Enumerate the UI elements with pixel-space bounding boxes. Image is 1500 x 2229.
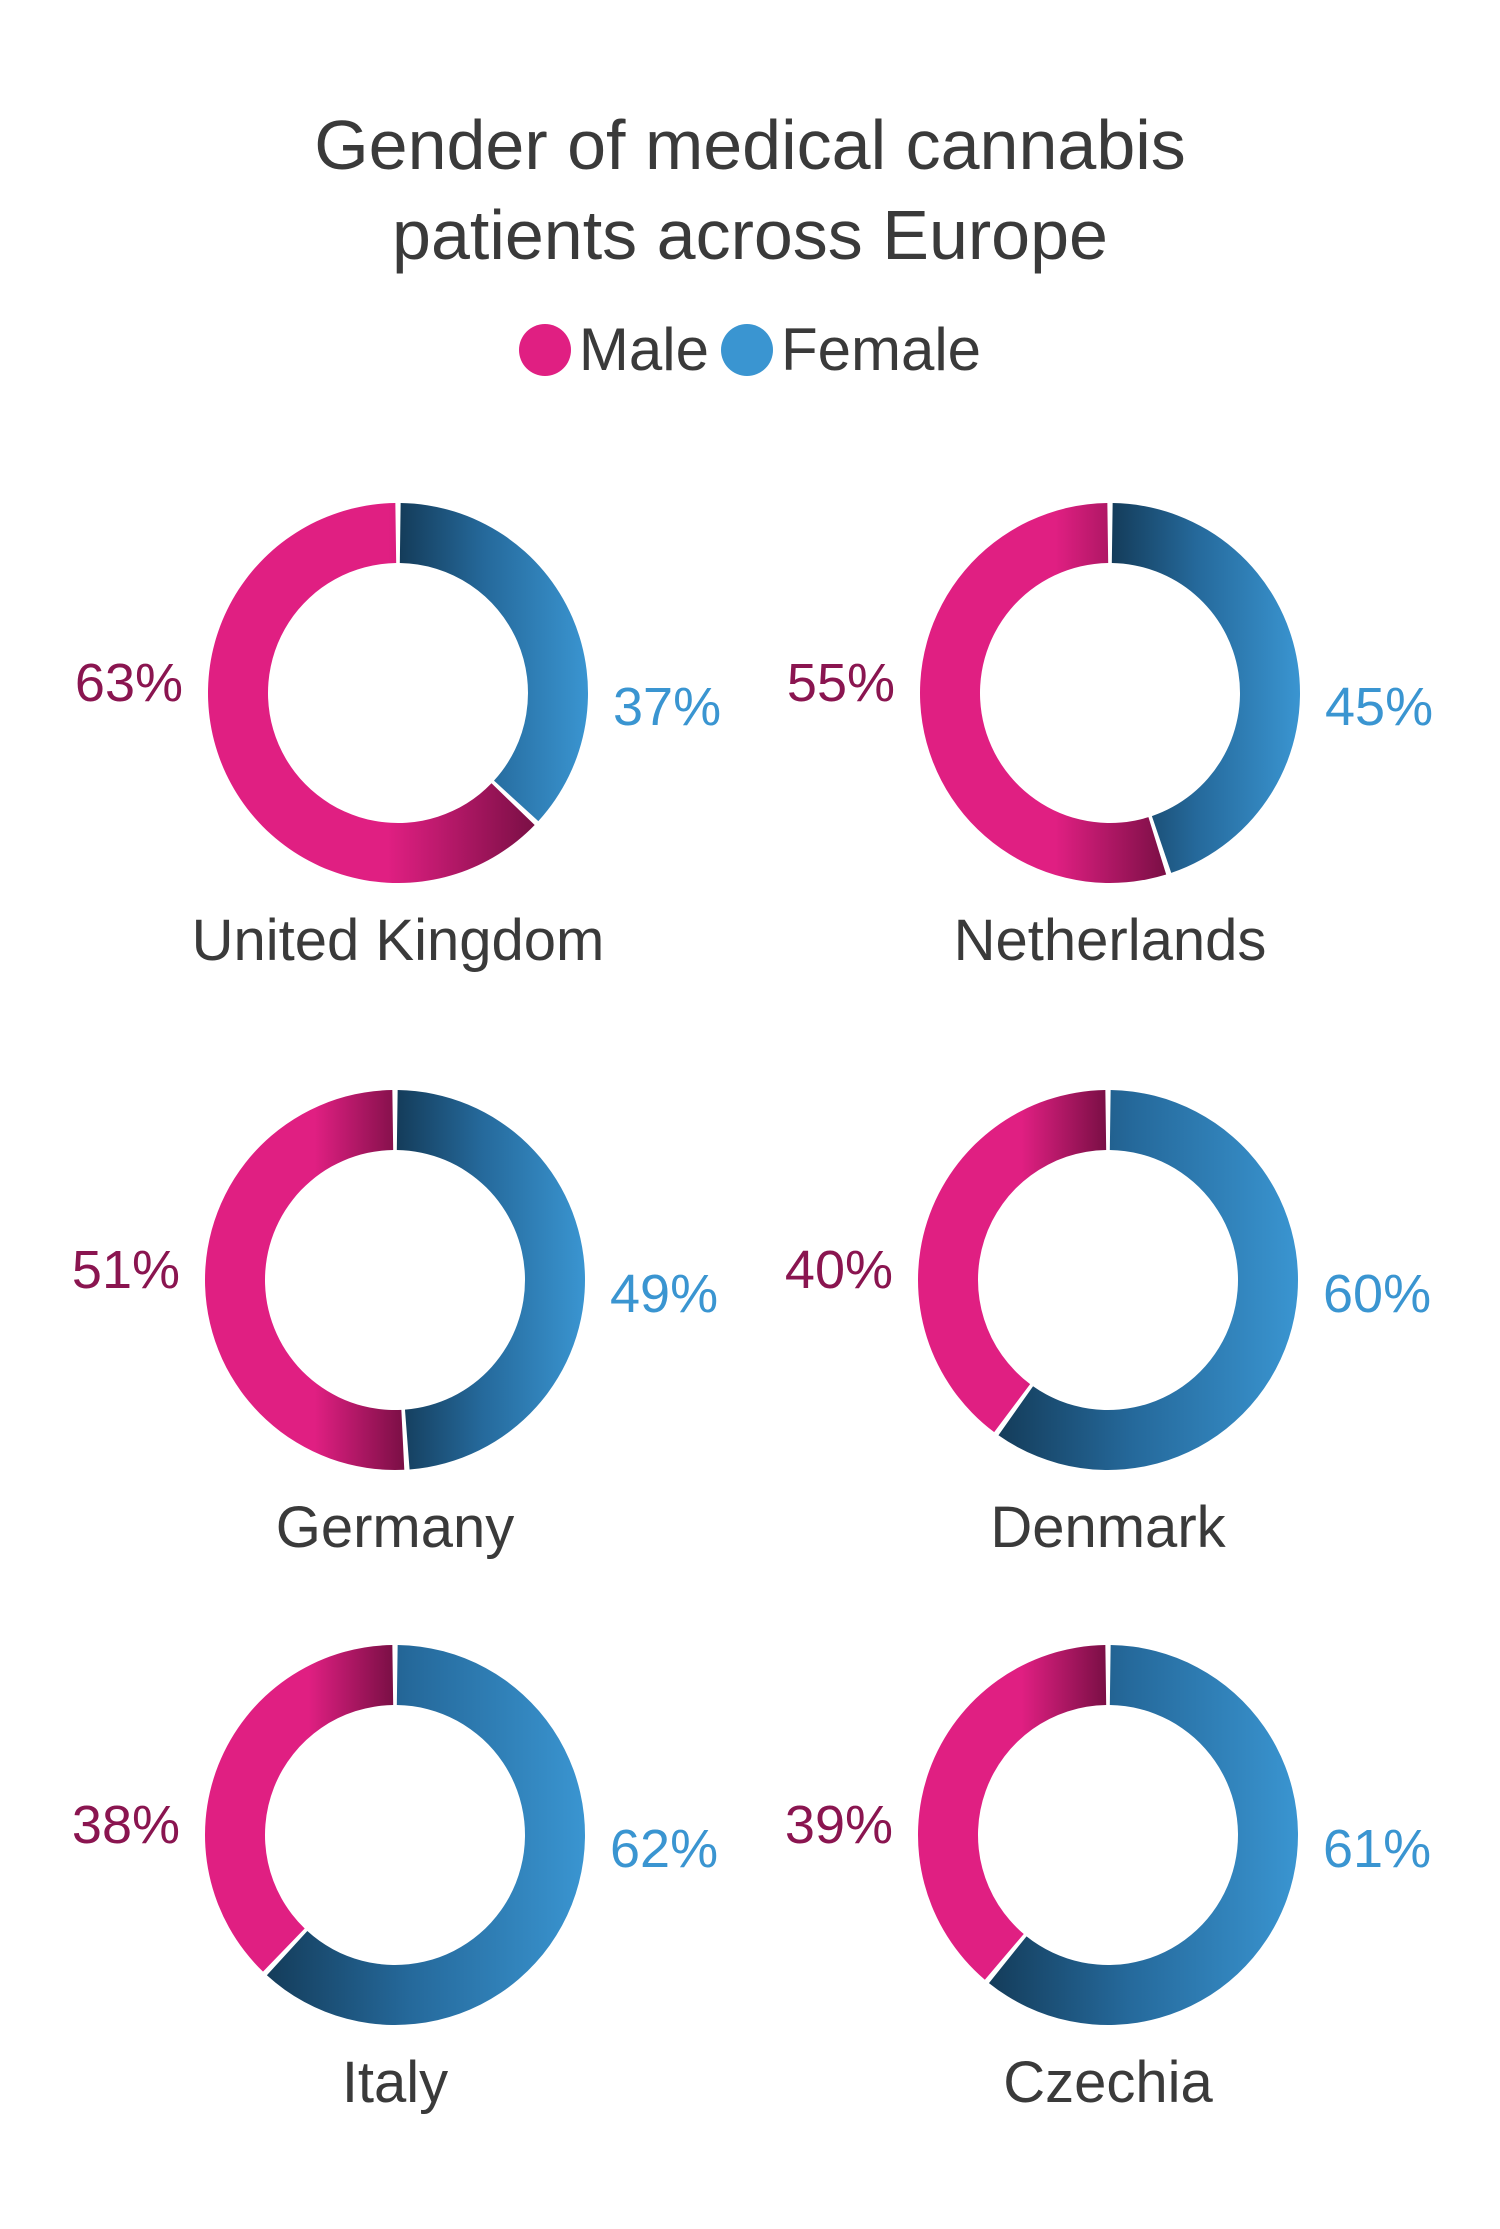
slice-male-czechia — [917, 1645, 1107, 1980]
legend-label-female: Female — [780, 316, 982, 383]
country-label-united-kingdom: United Kingdom — [192, 908, 605, 973]
value-label-female-denmark: 60% — [1323, 1264, 1431, 1324]
value-label-female-italy: 62% — [610, 1819, 718, 1879]
value-label-female-germany: 49% — [610, 1264, 718, 1324]
donut-chart-united-kingdom: 63% 37% United Kingdom — [75, 503, 721, 973]
slice-female-netherlands — [1111, 503, 1301, 873]
donut-chart-czechia: 39% 61% Czechia — [785, 1645, 1431, 2115]
slice-female-united-kingdom — [399, 503, 589, 822]
value-label-male-czechia: 39% — [785, 1795, 893, 1855]
country-label-italy: Italy — [342, 2050, 448, 2115]
donut-chart-netherlands: 55% 45% Netherlands — [787, 503, 1433, 973]
donut-chart-italy: 38% 62% Italy — [72, 1645, 718, 2115]
legend-swatch-female — [720, 323, 773, 376]
legend-label-male: Male — [578, 316, 709, 383]
value-label-female-czechia: 61% — [1323, 1819, 1431, 1879]
slice-male-netherlands — [920, 503, 1167, 883]
value-label-male-denmark: 40% — [785, 1240, 893, 1300]
legend-item-female: Female — [720, 315, 982, 384]
slice-male-denmark — [918, 1090, 1107, 1433]
value-label-female-united-kingdom: 37% — [613, 677, 721, 737]
country-label-denmark: Denmark — [990, 1495, 1226, 1560]
value-label-male-italy: 38% — [72, 1795, 180, 1855]
donut-chart-denmark: 40% 60% Denmark — [785, 1090, 1431, 1560]
slice-male-united-kingdom — [208, 503, 535, 883]
country-label-czechia: Czechia — [1003, 2050, 1213, 2115]
slice-female-italy — [266, 1645, 585, 2026]
donut-chart-germany: 51% 49% Germany — [72, 1090, 718, 1560]
slice-female-czechia — [988, 1645, 1298, 2026]
slice-female-denmark — [998, 1090, 1298, 1471]
country-label-germany: Germany — [276, 1495, 515, 1560]
legend: Male Female — [0, 315, 1500, 384]
legend-swatch-male — [518, 323, 571, 376]
value-label-male-netherlands: 55% — [787, 653, 895, 713]
value-label-male-germany: 51% — [72, 1240, 180, 1300]
slice-male-germany — [205, 1090, 405, 1470]
value-label-male-united-kingdom: 63% — [75, 653, 183, 713]
slice-male-italy — [204, 1645, 394, 1972]
value-label-female-netherlands: 45% — [1325, 677, 1433, 737]
legend-item-male: Male — [518, 315, 709, 384]
chart-title-line-1: Gender of medical cannabis — [314, 106, 1186, 184]
country-label-netherlands: Netherlands — [954, 908, 1267, 973]
chart-title-line-2: patients across Europe — [392, 196, 1108, 274]
slice-female-germany — [396, 1090, 586, 1470]
